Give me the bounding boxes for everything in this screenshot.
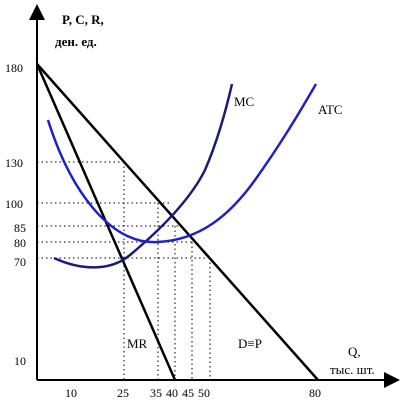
y-tick-180: 180 (5, 61, 23, 75)
x-axis-title-line2: тыс. шт. (330, 362, 375, 377)
x-tick-25: 25 (117, 386, 129, 400)
y-tick-100: 100 (5, 197, 23, 211)
demand-label: D≡P (238, 336, 262, 351)
x-tick-35: 35 (150, 386, 162, 400)
x-tick-50: 50 (198, 386, 210, 400)
y-tick-10: 10 (14, 354, 26, 368)
x-axis-title-line1: Q, (348, 344, 361, 359)
y-tick-labels: 180 130 100 85 80 70 10 (5, 61, 26, 368)
mc-label: MC (234, 94, 254, 109)
x-tick-45: 45 (182, 386, 194, 400)
y-tick-70: 70 (14, 255, 26, 269)
x-tick-80: 80 (309, 386, 321, 400)
mr-label: MR (127, 336, 148, 351)
y-axis-title-line2: ден. ед. (55, 34, 97, 49)
mc-curve (53, 83, 234, 269)
demand-line (36, 63, 319, 381)
y-tick-130: 130 (5, 156, 23, 170)
x-tick-10: 10 (65, 386, 77, 400)
x-tick-40: 40 (166, 386, 178, 400)
x-tick-labels: 10 25 35 40 45 50 80 (65, 386, 321, 400)
atc-curve (46, 83, 318, 244)
y-axis-title-line1: P, C, R, (62, 12, 104, 27)
guide-lines (37, 161, 211, 380)
atc-label: ATC (318, 102, 343, 117)
y-tick-85: 85 (14, 221, 26, 235)
y-tick-80: 80 (14, 236, 26, 250)
